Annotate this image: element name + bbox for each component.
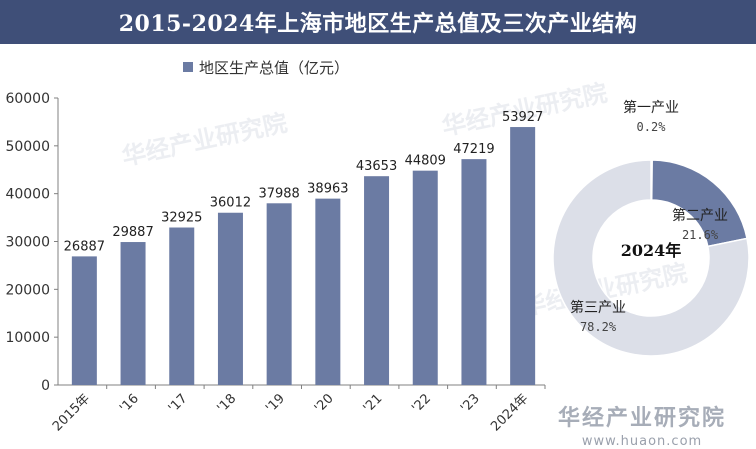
y-tick-label: 0 [41, 378, 50, 394]
watermark-url: www.huaon.com [581, 434, 703, 449]
bar [169, 227, 195, 385]
x-tick-label: 2024年 [488, 391, 531, 434]
bar [364, 176, 390, 385]
y-tick-label: 50000 [5, 139, 50, 155]
x-tick-label: '21 [361, 391, 386, 416]
pie-center-label: 2024年 [621, 241, 682, 260]
bar-value-label: 44809 [405, 154, 446, 169]
pie-slice-percent: 21.6% [682, 228, 719, 242]
bar-value-label: 43653 [356, 159, 397, 174]
y-tick-label: 10000 [5, 330, 50, 346]
bar [412, 170, 438, 385]
chart-title: 2015-2024年上海市地区生产总值及三次产业结构 [0, 0, 756, 44]
pie-slice [552, 159, 750, 357]
legend-swatch [183, 62, 193, 72]
bar-value-label: 47219 [453, 142, 494, 157]
bar-value-label: 37988 [258, 186, 299, 201]
pie-slice-name: 第三产业 [570, 299, 626, 316]
x-tick-label: '20 [312, 391, 337, 416]
bar [315, 198, 341, 385]
y-tick-label: 30000 [5, 235, 50, 251]
x-tick-label: '17 [166, 391, 191, 416]
pie-slice-name: 第二产业 [672, 207, 728, 224]
bar [217, 212, 243, 385]
pie-slice-percent: 0.2% [637, 120, 667, 134]
watermark-brand: 华经产业研究院 [557, 406, 726, 431]
bar-value-label: 29887 [112, 225, 153, 240]
x-tick-label: '19 [263, 391, 288, 416]
bar [266, 203, 292, 385]
footer-watermark: 华经产业研究院 www.huaon.com [532, 400, 752, 449]
bar-value-label: 38963 [307, 182, 348, 197]
bar-legend: 地区生产总值（亿元） [183, 57, 349, 77]
bar-value-label: 26887 [64, 239, 105, 254]
bar-value-label: 53927 [502, 110, 543, 125]
bar [461, 159, 487, 385]
bar [71, 256, 97, 385]
bar-value-label: 36012 [210, 196, 251, 211]
pie-slice-name: 第一产业 [623, 99, 679, 116]
legend-label: 地区生产总值（亿元） [199, 58, 350, 77]
x-tick-label: '23 [458, 391, 483, 416]
y-tick-label: 40000 [5, 187, 50, 203]
bar [510, 127, 536, 385]
y-tick-label: 20000 [5, 282, 50, 298]
x-tick-label: '16 [117, 391, 142, 416]
x-tick-label: '22 [409, 391, 434, 416]
bar-value-label: 32925 [161, 211, 202, 226]
pie-slice-percent: 78.2% [580, 320, 617, 334]
x-tick-label: '18 [214, 391, 239, 416]
bar [120, 242, 146, 385]
x-tick-label: 2015年 [50, 391, 93, 434]
y-tick-label: 60000 [5, 91, 50, 107]
